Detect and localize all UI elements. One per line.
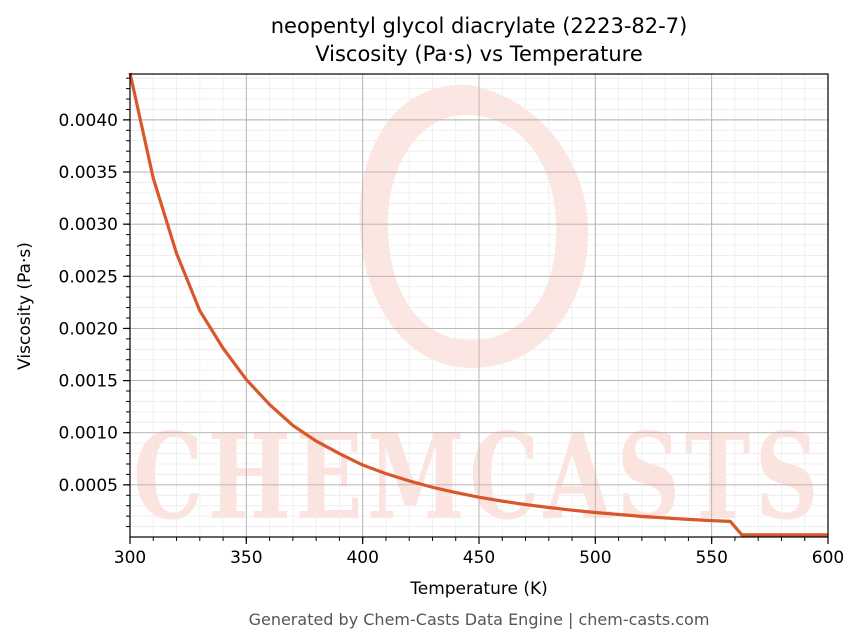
y-tick-label: 0.0025	[59, 267, 118, 287]
x-tick-label: 350	[230, 548, 262, 568]
footer-credit: Generated by Chem-Casts Data Engine | ch…	[249, 610, 710, 629]
y-tick-label: 0.0040	[59, 111, 118, 131]
chart-subtitle: Viscosity (Pa·s) vs Temperature	[315, 42, 643, 66]
y-tick-label: 0.0020	[59, 319, 118, 339]
y-tick-labels: 0.0005 0.0010 0.0015 0.0020 0.0025 0.0030 0.00…	[59, 111, 118, 496]
x-tick-label: 500	[579, 548, 611, 568]
y-axis-label: Viscosity (Pa·s)	[15, 242, 35, 370]
y-tick-label: 0.0015	[59, 372, 118, 392]
x-tick-label: 450	[463, 548, 495, 568]
y-tick-label: 0.0035	[59, 163, 118, 183]
plot-frame	[129, 73, 829, 538]
watermark-text: CHEMCASTS	[133, 407, 823, 546]
x-tick-label: 400	[346, 548, 378, 568]
axis-ticks	[123, 77, 829, 544]
x-tick-label: 550	[695, 548, 727, 568]
x-tick-label: 300	[114, 548, 146, 568]
x-tick-label: 600	[812, 548, 844, 568]
chart-title: neopentyl glycol diacrylate (2223-82-7)	[271, 14, 688, 38]
y-tick-label: 0.0010	[59, 424, 118, 444]
x-axis-label: Temperature (K)	[409, 579, 548, 599]
x-tick-labels: 300 350 400 450 500 550 600	[114, 548, 844, 568]
y-tick-label: 0.0030	[59, 215, 118, 235]
watermark: CHEMCASTS	[133, 84, 823, 546]
watermark-logo-ring	[359, 84, 589, 369]
y-tick-label: 0.0005	[59, 476, 118, 496]
viscosity-series-line	[128, 72, 828, 537]
